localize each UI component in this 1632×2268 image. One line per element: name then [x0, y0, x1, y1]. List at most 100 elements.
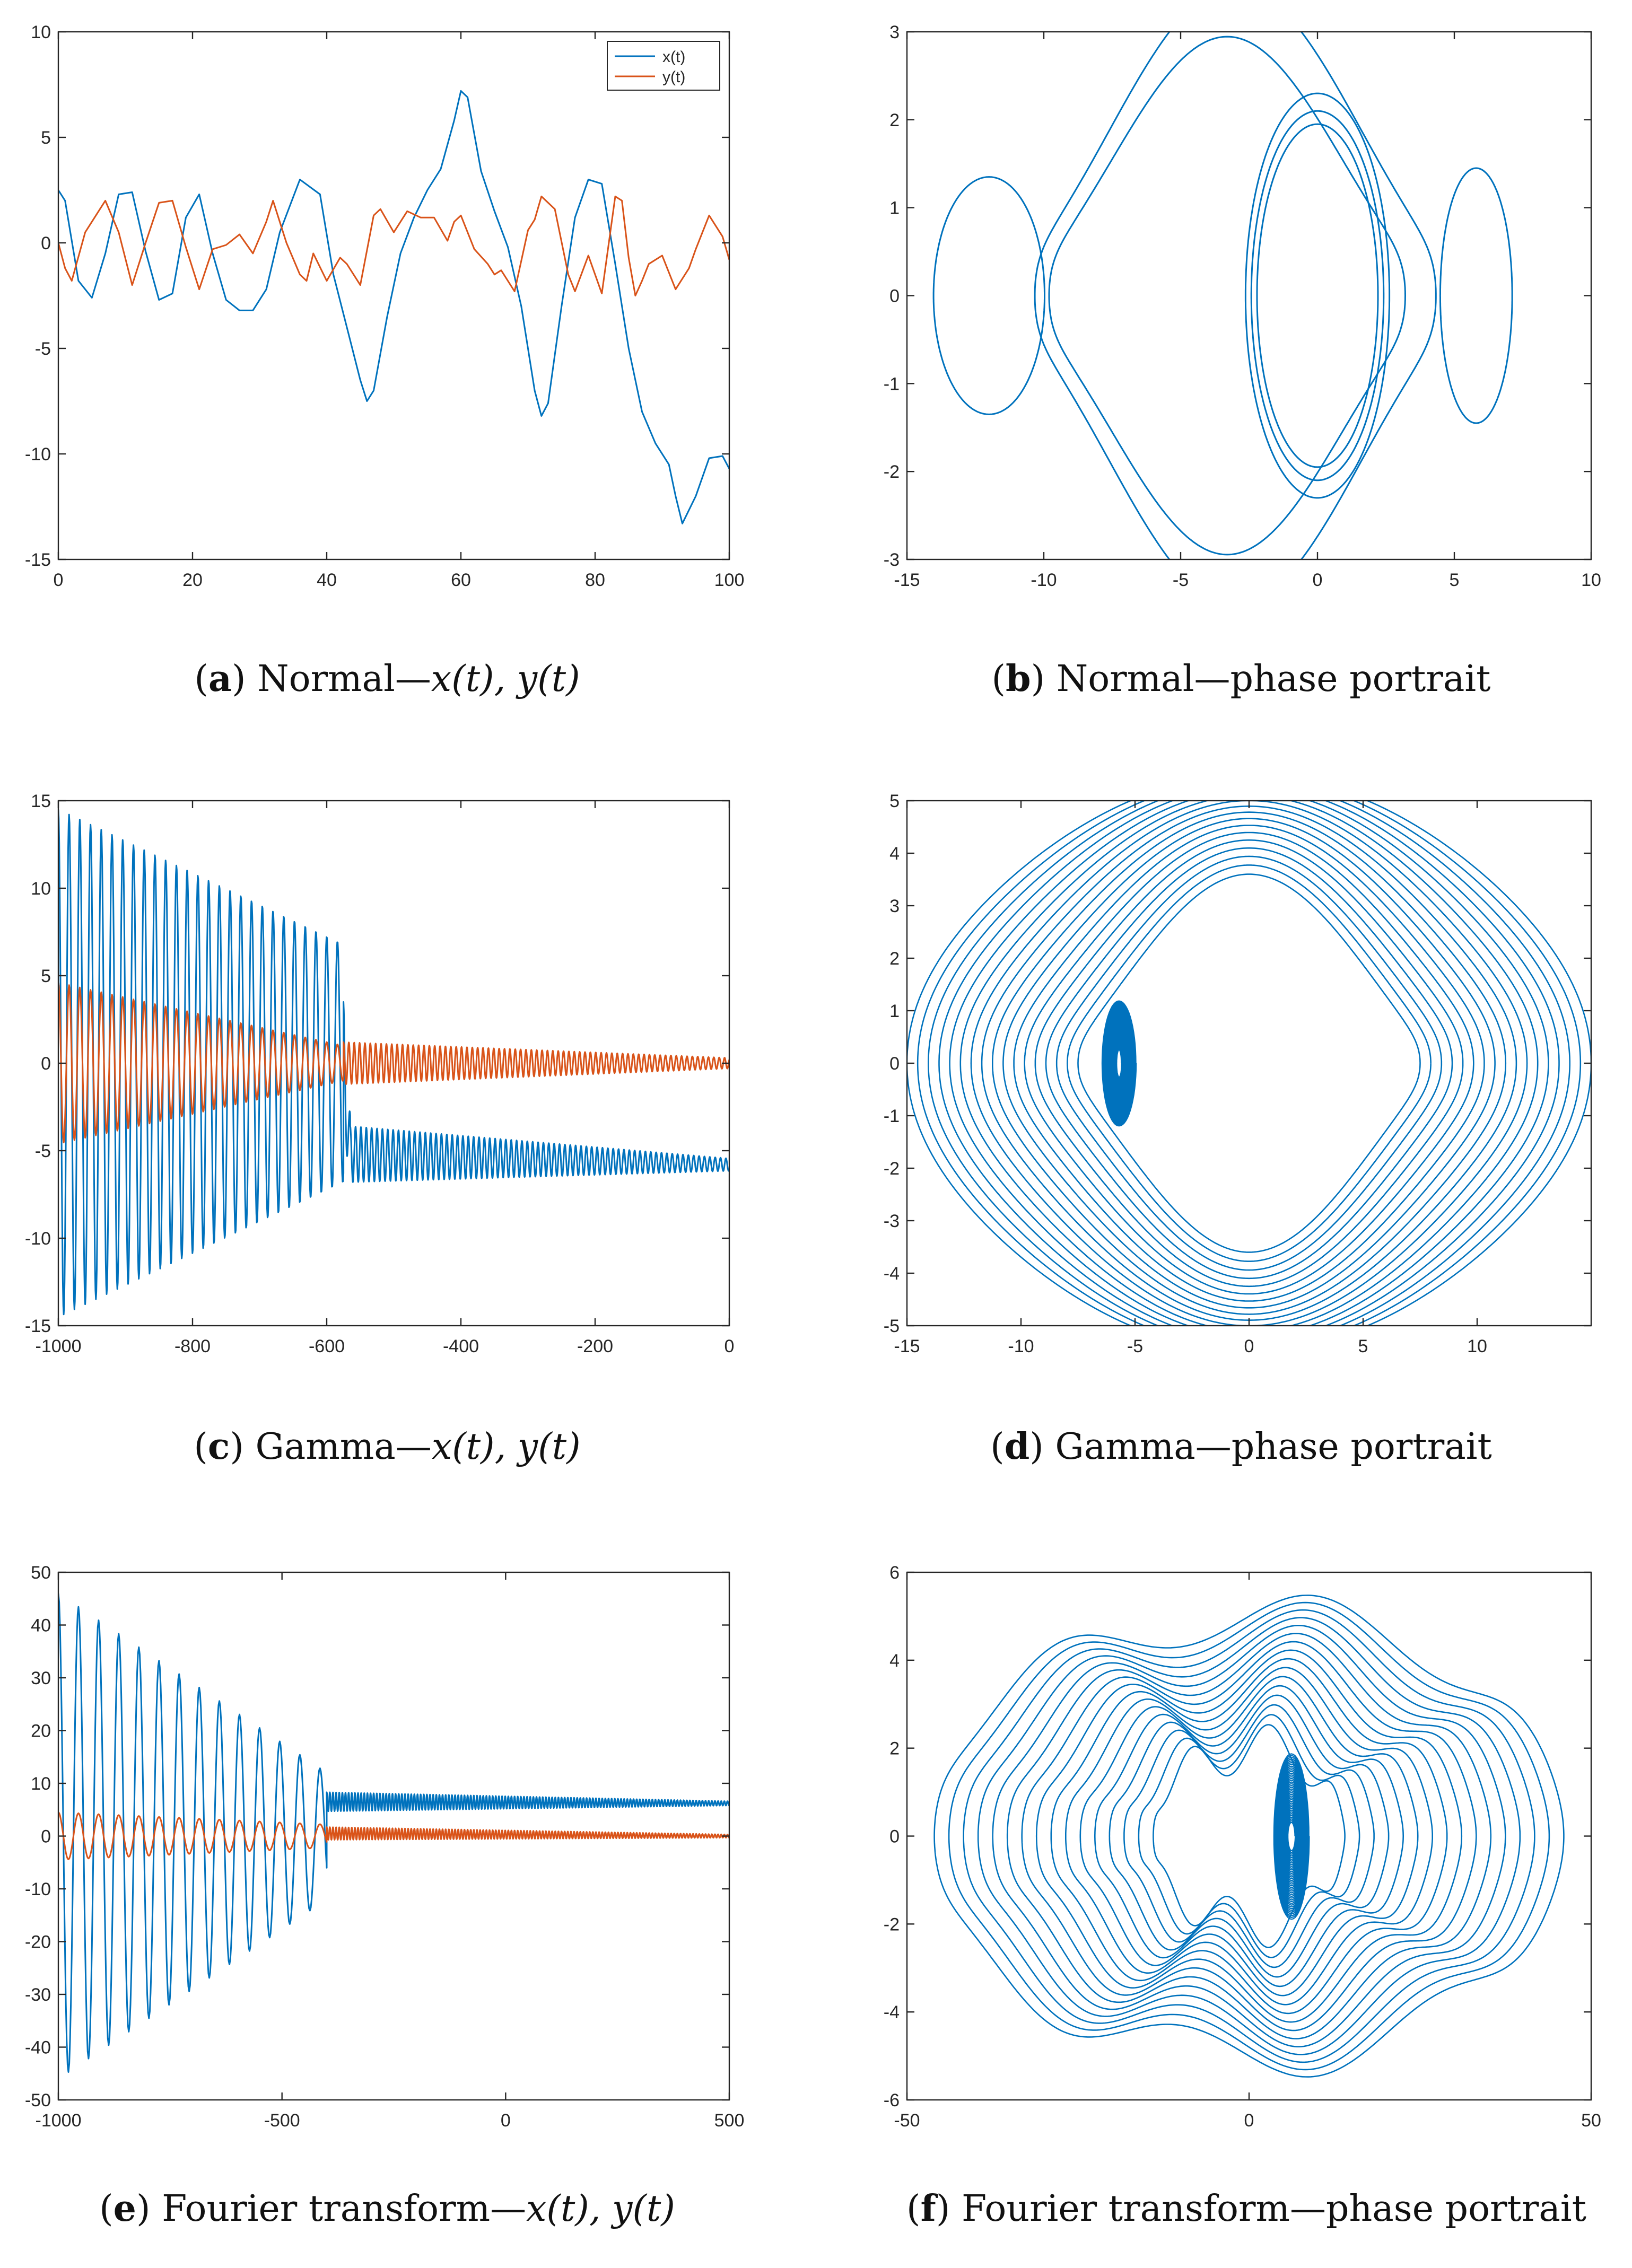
caption-label-close: ) — [1031, 658, 1057, 700]
legend-box — [607, 41, 720, 91]
caption-c-label: c — [207, 1425, 230, 1468]
phase-orbit — [1138, 1714, 1360, 1958]
plot-area — [933, 1595, 1565, 2078]
x-tick-label: 0 — [725, 1336, 735, 1356]
caption-label-close: ) — [230, 1425, 256, 1468]
y-tick-label: 6 — [889, 1563, 900, 1583]
phase-orbit — [932, 176, 1045, 415]
x-tick-label: -10 — [1008, 1336, 1034, 1356]
x-tick-label: -600 — [309, 1336, 345, 1356]
phase-orbit — [1055, 855, 1443, 1271]
phase-orbit — [1035, 1649, 1463, 2023]
caption-label-open: ( — [99, 2187, 114, 2230]
chart-panel-e: -1000 -500 0 500 -50 -40 -30 -20 -10 0 10 20 30 40 50 — [25, 1563, 745, 2131]
phase-orbit — [959, 801, 1539, 1326]
y-tick-label: 0 — [889, 286, 900, 307]
y-tick-label: -4 — [884, 2002, 900, 2022]
y-tick-label: 2 — [889, 110, 900, 130]
phase-orbit — [977, 1617, 1521, 2055]
caption-e-label: e — [113, 2187, 136, 2230]
x-tick-label: -15 — [894, 570, 920, 590]
y-tick-label: -2 — [884, 1914, 900, 1934]
x-tick-label: 10 — [1467, 1336, 1487, 1356]
y-tick-label: 0 — [41, 233, 51, 253]
series-line-yt — [58, 1811, 729, 1860]
legend-label: y(t) — [662, 68, 685, 86]
phase-orbit — [949, 801, 1549, 1326]
caption-label-close: ) — [231, 658, 258, 700]
phase-orbit — [1045, 847, 1453, 1280]
y-tick-label: -5 — [884, 1316, 900, 1336]
y-tick-label: -3 — [884, 550, 900, 570]
y-tick-label: 5 — [41, 966, 51, 986]
y-tick-label: 4 — [889, 1651, 900, 1671]
y-tick-label: -50 — [25, 2090, 51, 2111]
x-tick-label: -5 — [1127, 1336, 1143, 1356]
y-tick-label: -20 — [25, 1932, 51, 1952]
caption-a-math: x(t), y(t) — [431, 658, 580, 700]
y-tick-label: -15 — [25, 1316, 51, 1336]
x-tick-label: -15 — [894, 1336, 920, 1356]
phase-orbit — [1065, 1667, 1433, 2006]
caption-b-label: b — [1006, 658, 1031, 700]
phase-orbit — [1094, 1685, 1404, 1987]
series-line-xt — [58, 90, 729, 524]
y-tick-label: -10 — [25, 444, 51, 465]
y-tick-label: -2 — [884, 462, 900, 482]
y-tick-label: 5 — [889, 791, 900, 811]
caption-b-text: Normal—phase portrait — [1056, 658, 1491, 700]
series-line-yt — [58, 982, 729, 1144]
y-tick-label: -5 — [35, 1141, 51, 1161]
phase-orbit — [1034, 32, 1437, 559]
caption-label-open: ( — [990, 1425, 1005, 1468]
caption-label-close: ) — [136, 2187, 162, 2230]
y-tick-label: 10 — [31, 22, 51, 42]
phase-orbit — [1002, 818, 1496, 1309]
x-tick-label: 10 — [1581, 570, 1601, 590]
series-line-xt — [58, 809, 729, 1316]
phase-orbit — [1250, 110, 1385, 481]
x-tick-label: 0 — [54, 570, 64, 590]
caption-c: (c) Gamma— x(t), y(t) — [58, 1417, 716, 1476]
x-tick-label: -1000 — [36, 2111, 82, 2131]
x-tick-label: -800 — [174, 1336, 211, 1356]
caption-label-open: ( — [991, 658, 1006, 700]
chart-panel-f: -50 0 50 -6 -4 -2 0 2 4 6 — [884, 1563, 1601, 2131]
phase-orbit — [1050, 1658, 1448, 2015]
caption-c-math: x(t), y(t) — [431, 1425, 581, 1468]
series-line-xt — [58, 1593, 729, 2073]
plot-area — [58, 1593, 729, 2073]
plot-frame — [57, 31, 730, 561]
phase-orbit — [1244, 92, 1391, 499]
x-tick-label: 0 — [501, 2111, 511, 2131]
series-line-yt — [58, 195, 729, 296]
caption-e-math: x(t), y(t) — [526, 2187, 675, 2230]
y-tick-label: 5 — [41, 128, 51, 148]
y-tick-label: 1 — [889, 198, 900, 218]
y-tick-label: 3 — [889, 22, 900, 42]
x-tick-label: 60 — [451, 570, 471, 590]
caption-label-close: ) — [936, 2187, 962, 2230]
caption-c-text: Gamma— — [255, 1425, 432, 1468]
caption-b: (b) Normal—phase portrait — [880, 650, 1602, 708]
phase-orbit — [1013, 825, 1485, 1302]
y-tick-label: 15 — [31, 791, 51, 811]
x-tick-label: 0 — [1244, 2111, 1254, 2131]
caption-a: (a) Normal— x(t), y(t) — [58, 650, 716, 708]
phase-orbit — [1123, 1704, 1375, 1968]
phase-orbit — [1048, 36, 1406, 556]
x-tick-label: -200 — [577, 1336, 613, 1356]
x-tick-label: 0 — [1244, 1336, 1254, 1356]
phase-orbit — [1153, 1724, 1346, 1948]
y-tick-label: 4 — [889, 844, 900, 864]
y-tick-label: 20 — [31, 1721, 51, 1741]
x-tick-label: 20 — [182, 570, 203, 590]
plot-area — [58, 90, 729, 524]
x-tick-label: 5 — [1450, 570, 1460, 590]
y-tick-label: 2 — [889, 1739, 900, 1759]
x-tick-label: 0 — [1313, 570, 1323, 590]
caption-label-open: ( — [194, 658, 208, 700]
y-tick-label: 2 — [889, 949, 900, 969]
plot-area — [907, 801, 1591, 1326]
